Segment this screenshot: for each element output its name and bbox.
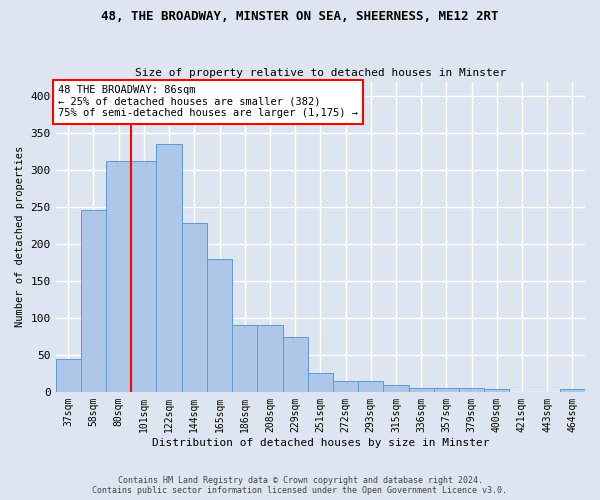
Bar xyxy=(484,389,509,392)
Bar xyxy=(232,324,257,392)
Bar xyxy=(56,360,81,392)
Y-axis label: Number of detached properties: Number of detached properties xyxy=(15,146,25,328)
Text: Contains HM Land Registry data © Crown copyright and database right 2024.
Contai: Contains HM Land Registry data © Crown c… xyxy=(92,476,508,495)
Bar xyxy=(257,324,283,392)
Bar xyxy=(409,388,434,392)
Bar xyxy=(383,385,409,392)
Text: 48 THE BROADWAY: 86sqm
← 25% of detached houses are smaller (382)
75% of semi-de: 48 THE BROADWAY: 86sqm ← 25% of detached… xyxy=(58,85,358,118)
Bar xyxy=(358,381,383,392)
Bar xyxy=(106,162,131,392)
Bar xyxy=(283,337,308,392)
Bar xyxy=(182,224,207,392)
X-axis label: Distribution of detached houses by size in Minster: Distribution of detached houses by size … xyxy=(152,438,489,448)
Bar xyxy=(434,388,459,392)
Bar xyxy=(81,210,106,392)
Bar xyxy=(560,389,585,392)
Bar xyxy=(207,259,232,392)
Text: 48, THE BROADWAY, MINSTER ON SEA, SHEERNESS, ME12 2RT: 48, THE BROADWAY, MINSTER ON SEA, SHEERN… xyxy=(101,10,499,23)
Bar xyxy=(459,388,484,392)
Bar xyxy=(131,162,157,392)
Bar xyxy=(333,381,358,392)
Bar xyxy=(308,374,333,392)
Title: Size of property relative to detached houses in Minster: Size of property relative to detached ho… xyxy=(135,68,506,78)
Bar xyxy=(157,144,182,392)
